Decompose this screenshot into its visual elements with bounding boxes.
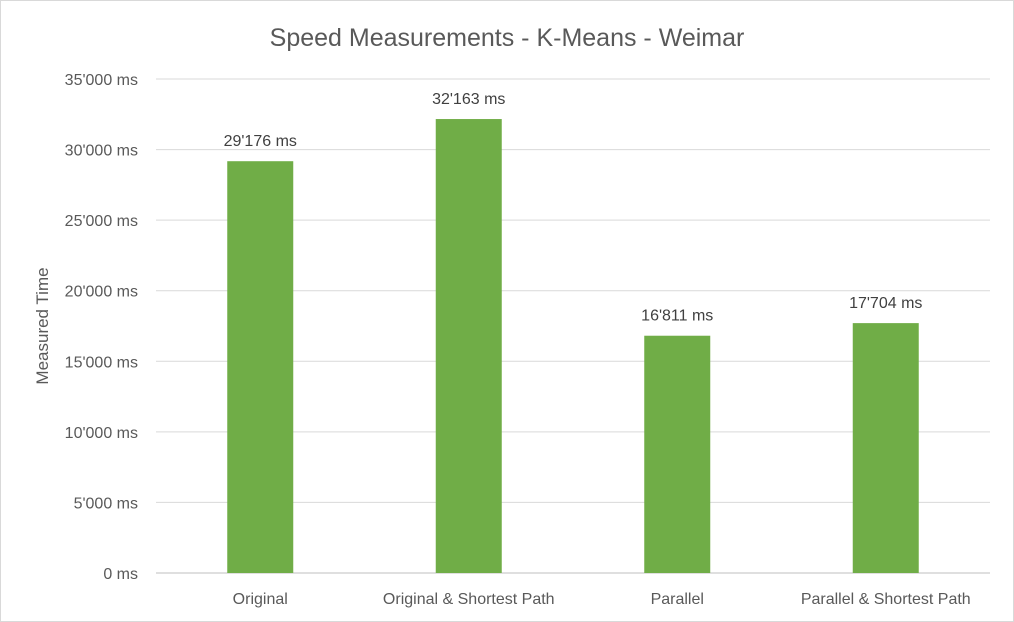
y-tick-label: 10'000 ms bbox=[65, 425, 138, 442]
y-tick-label: 0 ms bbox=[103, 566, 138, 583]
y-tick-label: 15'000 ms bbox=[65, 354, 138, 371]
bar bbox=[644, 335, 711, 573]
x-category-label: Parallel & Shortest Path bbox=[801, 591, 971, 608]
y-tick-label: 25'000 ms bbox=[65, 213, 138, 230]
bars bbox=[227, 119, 919, 573]
x-category-label: Original & Shortest Path bbox=[383, 591, 555, 608]
bar bbox=[852, 323, 919, 573]
y-tick-label: 30'000 ms bbox=[65, 143, 138, 160]
data-label: 16'811 ms bbox=[641, 308, 713, 325]
x-category-label: Original bbox=[233, 591, 288, 608]
data-label: 32'163 ms bbox=[432, 91, 505, 108]
x-axis-categories: Original Original & Shortest Path Parallel… bbox=[233, 591, 971, 608]
y-axis-label: Measured Time bbox=[33, 267, 52, 384]
data-label: 17'704 ms bbox=[849, 295, 922, 312]
y-tick-label: 5'000 ms bbox=[74, 495, 138, 512]
data-labels: 29'176 ms 32'163 ms 16'811 ms 17'704 ms bbox=[224, 91, 923, 325]
y-tick-label: 35'000 ms bbox=[65, 72, 138, 89]
x-category-label: Parallel bbox=[651, 591, 704, 608]
y-axis-ticks: 0 ms 5'000 ms 10'000 ms 15'000 ms 20'000 ms 2… bbox=[65, 72, 138, 583]
y-tick-label: 20'000 ms bbox=[65, 284, 138, 301]
bar bbox=[227, 161, 294, 573]
bar bbox=[435, 119, 502, 573]
data-label: 29'176 ms bbox=[224, 133, 297, 150]
gridlines bbox=[156, 78, 990, 574]
chart-title: Speed Measurements - K-Means - Weimar bbox=[270, 24, 745, 52]
